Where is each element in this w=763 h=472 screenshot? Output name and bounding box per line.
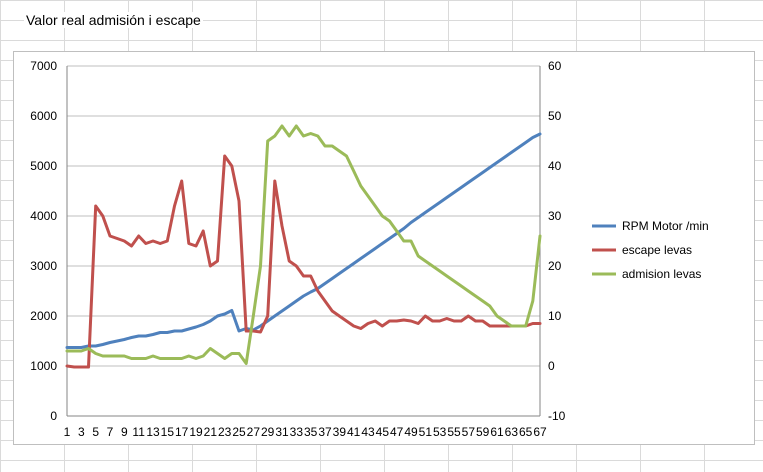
legend-label: admision levas — [622, 267, 701, 281]
x-tick-label: 41 — [347, 425, 361, 439]
left-tick-label: 5000 — [30, 159, 57, 173]
left-tick-label: 0 — [50, 409, 57, 423]
x-tick-label: 57 — [462, 425, 476, 439]
right-tick-label: 50 — [548, 109, 562, 123]
right-tick-label: 0 — [548, 359, 555, 373]
x-tick-label: 5 — [92, 425, 99, 439]
x-tick-label: 29 — [261, 425, 275, 439]
legend-label: escape levas — [622, 243, 692, 257]
right-tick-label: 20 — [548, 259, 562, 273]
x-tick-label: 3 — [78, 425, 85, 439]
x-tick-label: 35 — [304, 425, 318, 439]
x-tick-label: 67 — [533, 425, 547, 439]
right-axis-ticks: -10 0 10 20 30 40 50 60 — [548, 59, 566, 423]
right-tick-label: 30 — [548, 209, 562, 223]
right-tick-label: -10 — [548, 409, 566, 423]
legend-label: RPM Motor /min — [622, 219, 709, 233]
x-tick-label: 39 — [333, 425, 347, 439]
x-tick-label: 53 — [433, 425, 447, 439]
legend: RPM Motor /min escape levas admision levas — [592, 219, 709, 281]
x-tick-label: 17 — [175, 425, 189, 439]
x-tick-label: 27 — [247, 425, 261, 439]
left-axis-ticks: 0 1000 2000 3000 4000 5000 6000 7000 — [30, 59, 57, 423]
x-tick-label: 9 — [121, 425, 128, 439]
x-tick-label: 49 — [404, 425, 418, 439]
x-axis-ticks: 1 3 5 7 9 11 13 15 17 19 21 23 25 27 29 31 33 35 37 39 41 43 4… — [64, 425, 547, 439]
x-tick-label: 21 — [204, 425, 218, 439]
x-tick-label: 63 — [505, 425, 519, 439]
x-tick-label: 13 — [146, 425, 160, 439]
x-tick-label: 33 — [290, 425, 304, 439]
x-tick-label: 31 — [275, 425, 289, 439]
series-layer — [65, 124, 542, 369]
x-tick-label: 61 — [490, 425, 504, 439]
x-tick-label: 43 — [361, 425, 375, 439]
left-tick-label: 1000 — [30, 359, 57, 373]
gridlines — [67, 65, 540, 417]
x-tick-label: 1 — [64, 425, 71, 439]
x-tick-label: 37 — [318, 425, 332, 439]
sheet-title: Valor real admisión i escape — [24, 12, 203, 28]
left-tick-label: 3000 — [30, 259, 57, 273]
x-tick-label: 45 — [376, 425, 390, 439]
series-line-rpm — [65, 132, 542, 349]
x-tick-label: 55 — [447, 425, 461, 439]
left-tick-label: 4000 — [30, 209, 57, 223]
axes — [66, 66, 541, 417]
right-tick-label: 40 — [548, 159, 562, 173]
x-tick-label: 19 — [189, 425, 203, 439]
right-tick-label: 60 — [548, 59, 562, 73]
right-tick-label: 10 — [548, 309, 562, 323]
series-line-escape — [65, 154, 542, 369]
left-tick-label: 6000 — [30, 109, 57, 123]
left-tick-label: 7000 — [30, 59, 57, 73]
series-line-admision — [65, 124, 542, 365]
left-tick-label: 2000 — [30, 309, 57, 323]
x-tick-label: 65 — [519, 425, 533, 439]
x-tick-label: 11 — [132, 425, 145, 439]
chart-area[interactable]: 0 1000 2000 3000 4000 5000 6000 7000 -10 0 10 20 30… — [13, 51, 755, 445]
x-tick-label: 7 — [107, 425, 114, 439]
x-tick-label: 47 — [390, 425, 404, 439]
x-tick-label: 23 — [218, 425, 232, 439]
x-tick-label: 15 — [161, 425, 175, 439]
x-tick-label: 51 — [419, 425, 433, 439]
x-tick-label: 59 — [476, 425, 490, 439]
x-tick-label: 25 — [232, 425, 246, 439]
